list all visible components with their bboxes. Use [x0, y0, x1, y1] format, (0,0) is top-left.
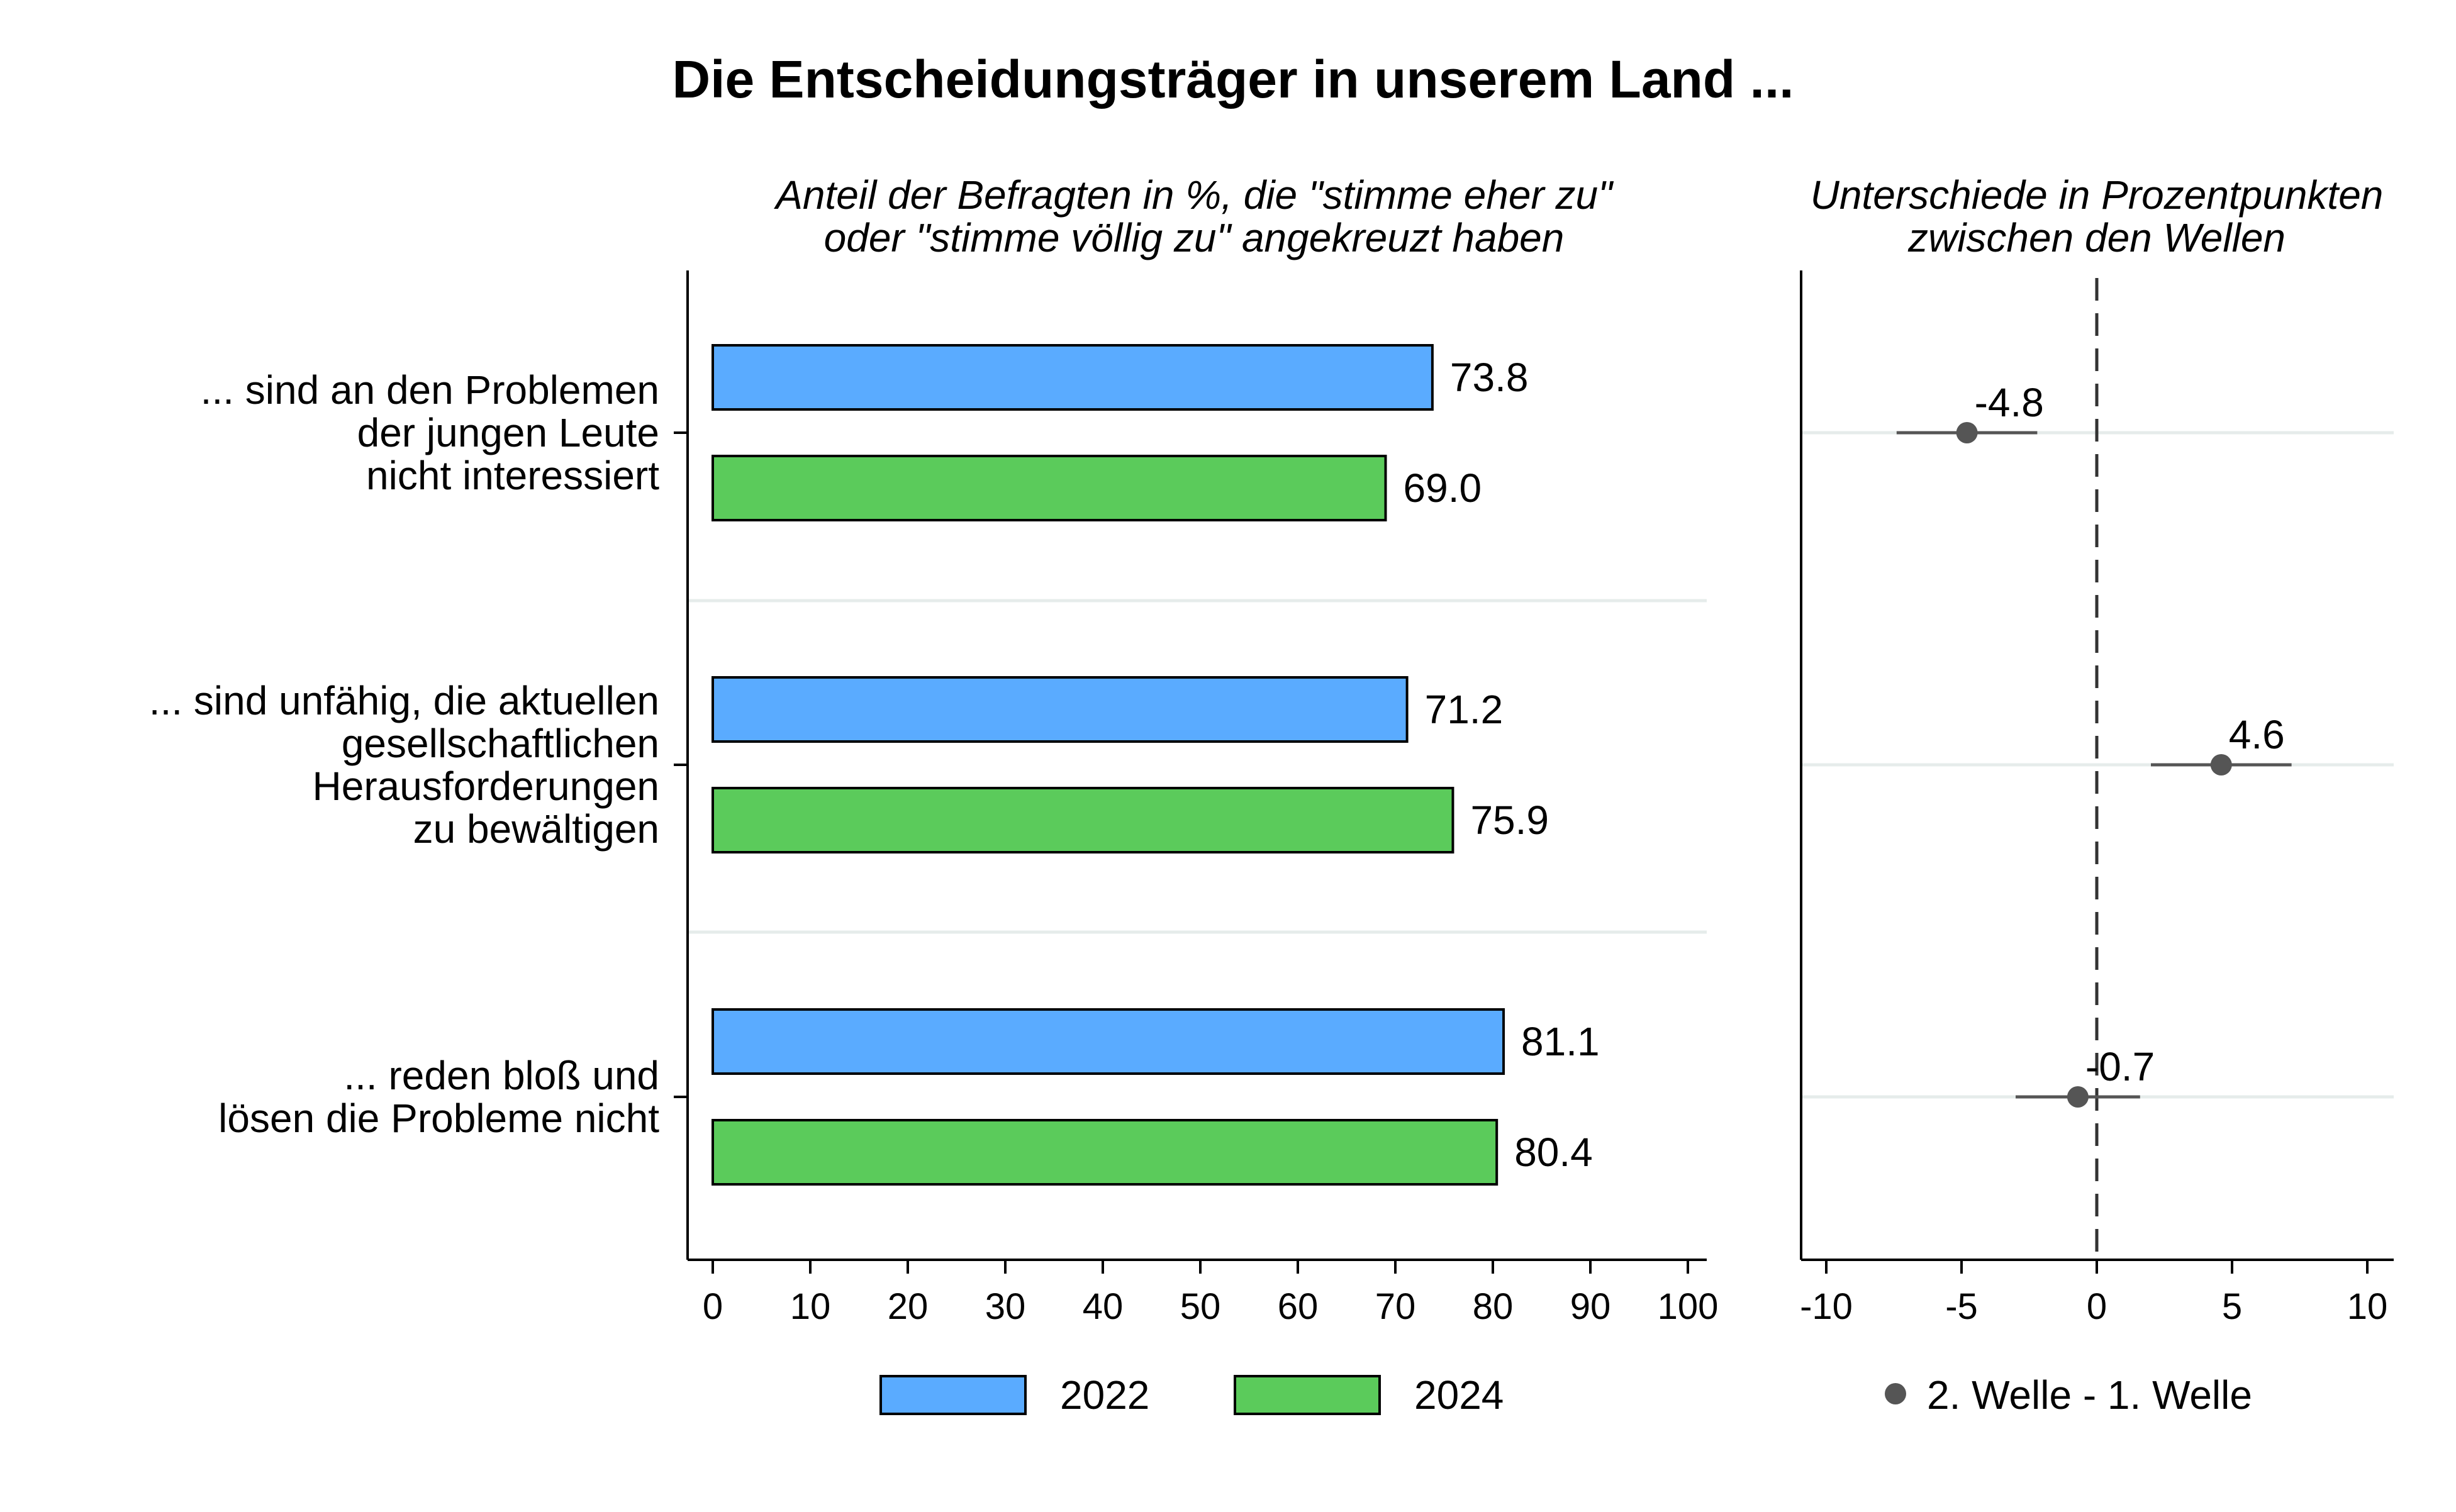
category-label-line: der jungen Leute	[357, 410, 659, 455]
bar-value-label: 73.8	[1450, 355, 1529, 400]
category-label-line: zu bewältigen	[413, 806, 659, 852]
bar-2024	[712, 1119, 1499, 1186]
x-tick-label: 30	[985, 1286, 1026, 1327]
x-tick-label: 20	[888, 1286, 929, 1327]
right-subtitle-line: Unterschiede in Prozentpunkten	[1811, 172, 2384, 218]
chart-title: Die Entscheidungsträger in unserem Land …	[672, 50, 1794, 109]
x-tick-label: 40	[1083, 1286, 1124, 1327]
difference-value-label: -4.8	[1975, 380, 2044, 425]
legend-label: 2022	[1060, 1372, 1149, 1418]
x-tick-label: 70	[1375, 1286, 1416, 1327]
difference-value-label: -0.7	[2085, 1044, 2155, 1089]
bar-value-label: 69.0	[1404, 465, 1482, 511]
category-label-line: Herausforderungen	[313, 764, 659, 809]
legends: 2022 2024 2. Welle - 1. Welle	[879, 1372, 2252, 1418]
category-label-line: nicht interessiert	[366, 453, 659, 498]
category-label-line: ... sind unfähig, die aktuellen	[149, 678, 659, 723]
x-tick-label: 0	[2087, 1286, 2107, 1327]
x-tick-label: 60	[1278, 1286, 1319, 1327]
left-panel: Anteil der Befragten in %, die "stimme e…	[149, 172, 1719, 1327]
bar-value-label: 75.9	[1470, 798, 1549, 843]
x-tick-label: 100	[1658, 1286, 1719, 1327]
legend-swatch-2022	[879, 1375, 1027, 1415]
bar-2022	[712, 344, 1434, 411]
difference-point	[1956, 422, 1978, 443]
category-label-line: lösen die Probleme nicht	[218, 1096, 659, 1141]
x-tick-label: -10	[1800, 1286, 1853, 1327]
bar-2022	[712, 676, 1409, 743]
left-subtitle-line: oder "stimme völlig zu" angekreuzt haben	[824, 215, 1565, 260]
bar-2024	[712, 787, 1454, 853]
difference-value-label: 4.6	[2229, 712, 2285, 757]
x-tick-label: -5	[1945, 1286, 1978, 1327]
legend-label: 2. Welle - 1. Welle	[1927, 1372, 2252, 1418]
legend-swatch-2024	[1234, 1375, 1381, 1415]
bar-value-label: 81.1	[1521, 1019, 1600, 1064]
x-tick-label: 80	[1473, 1286, 1514, 1327]
category-label-line: ... sind an den Problemen	[201, 367, 659, 413]
x-tick-label: 10	[2347, 1286, 2388, 1327]
bar-2024	[712, 455, 1387, 521]
difference-point	[2067, 1086, 2089, 1108]
bar-value-label: 80.4	[1514, 1130, 1593, 1175]
x-tick-label: 0	[703, 1286, 723, 1327]
bar-2022	[712, 1008, 1505, 1075]
right-subtitle-line: zwischen den Wellen	[1907, 215, 2286, 260]
x-tick-label: 50	[1180, 1286, 1221, 1327]
legend-label: 2024	[1414, 1372, 1504, 1418]
x-tick-label: 5	[2222, 1286, 2242, 1327]
x-tick-label: 90	[1570, 1286, 1611, 1327]
category-label-line: ... reden bloß und	[343, 1053, 659, 1098]
bar-value-label: 71.2	[1425, 687, 1504, 732]
legend-marker-difference	[1885, 1383, 1906, 1404]
difference-point	[2210, 754, 2232, 775]
x-tick-label: 10	[790, 1286, 831, 1327]
category-label-line: gesellschaftlichen	[342, 721, 659, 766]
left-subtitle-line: Anteil der Befragten in %, die "stimme e…	[773, 172, 1614, 218]
